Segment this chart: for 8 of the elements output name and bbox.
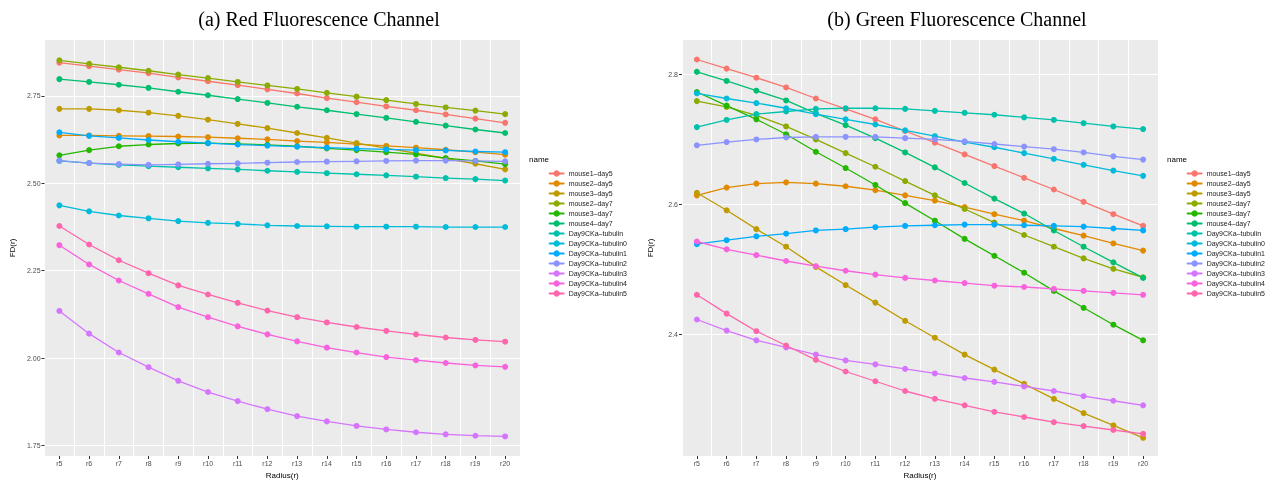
chart-title: (b) Green Fluorescence Channel	[826, 8, 1087, 31]
x-axis-title: Radius(r)	[265, 471, 300, 481]
chart-title: (a) Red Fluorescence Channel	[198, 8, 441, 31]
x-axis-title: Radius(r)	[903, 471, 937, 481]
legend-title: name	[1166, 154, 1188, 164]
legend-title: name	[528, 154, 550, 164]
y-axis-title: FD(r)	[645, 238, 654, 258]
y-axis-title: FD(r)	[7, 238, 17, 258]
